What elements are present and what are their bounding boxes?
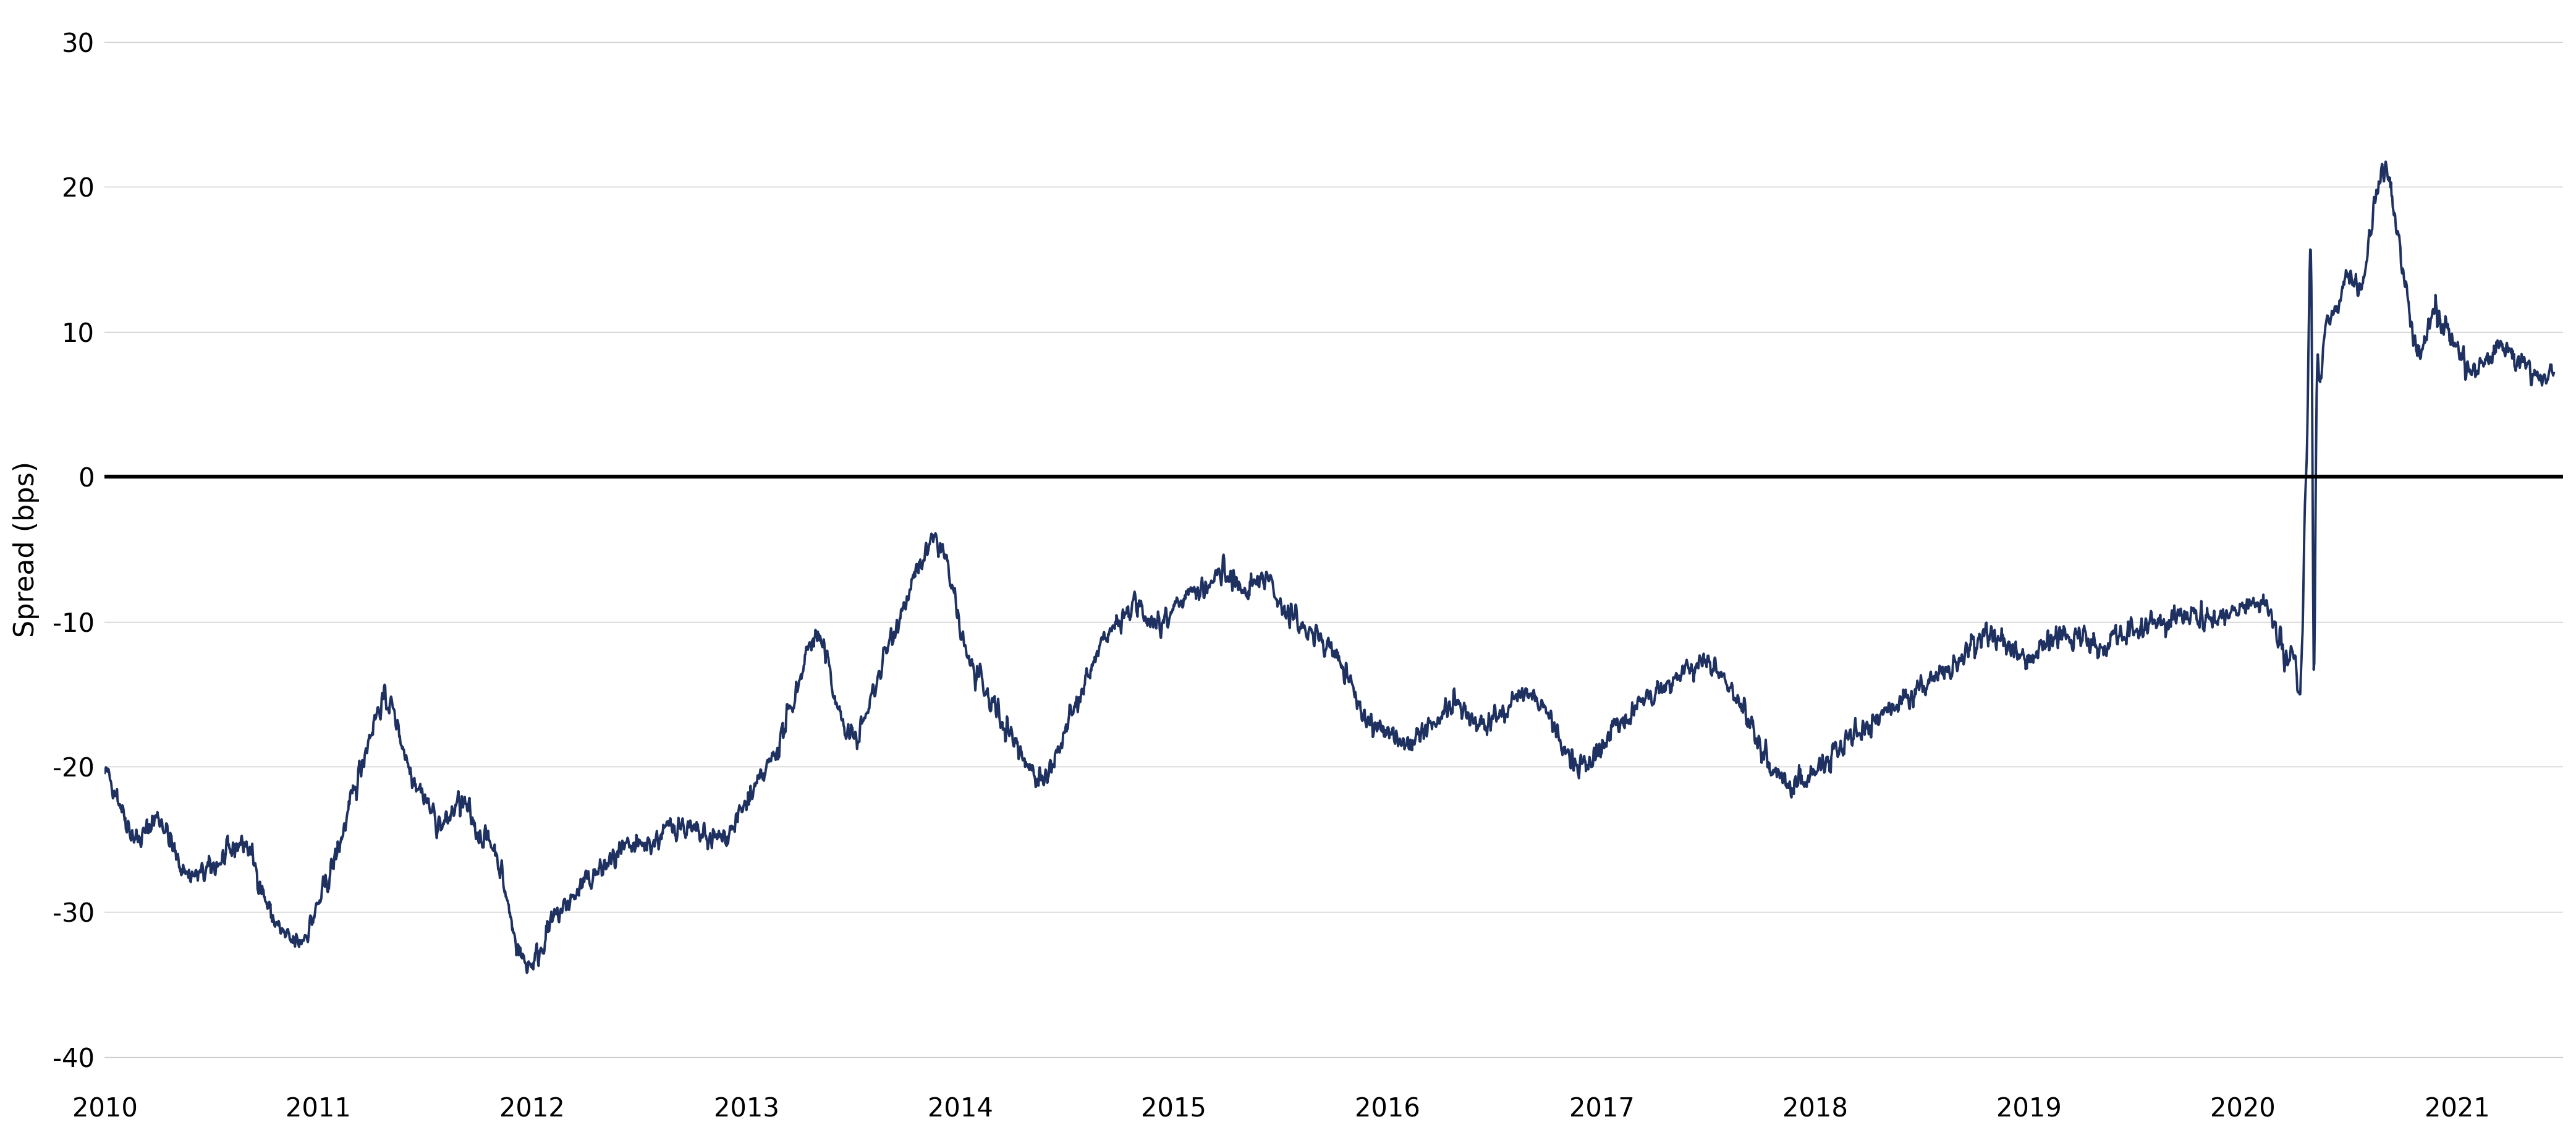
Y-axis label: Spread (bps): Spread (bps) xyxy=(13,461,39,638)
